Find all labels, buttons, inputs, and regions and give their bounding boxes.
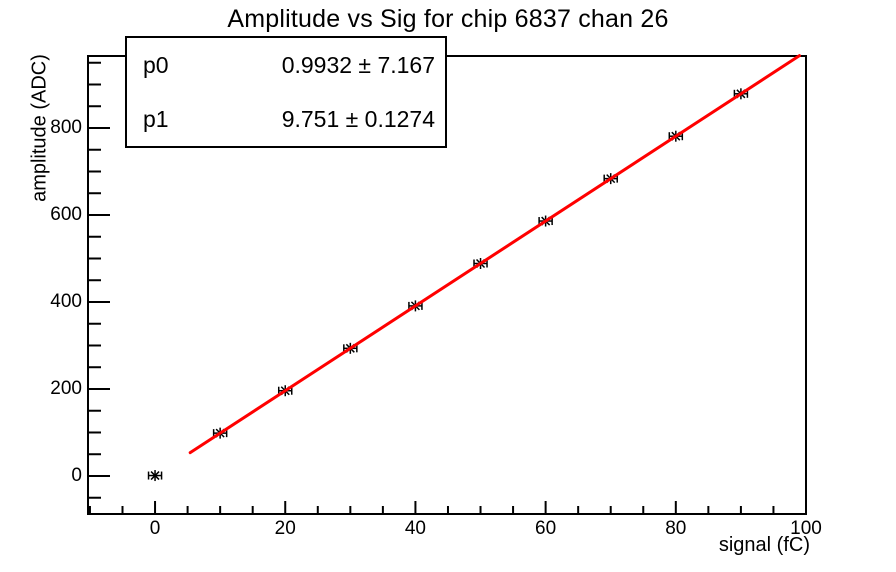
fit-parameter-value: 9.751 ± 0.1274 xyxy=(281,105,435,132)
y-tick-label: 600 xyxy=(50,203,82,225)
data-point xyxy=(147,470,163,482)
x-tick-label: 20 xyxy=(274,518,296,539)
y-tick-label: 0 xyxy=(71,464,82,486)
x-tick-label: 100 xyxy=(790,518,822,539)
x-tick-label: 40 xyxy=(404,518,426,539)
chart-title: Amplitude vs Sig for chip 6837 chan 26 xyxy=(227,5,669,33)
y-axis-title: amplitude (ADC) xyxy=(28,54,51,202)
y-tick-label: 200 xyxy=(50,377,82,399)
y-tick-label: 400 xyxy=(50,290,82,312)
x-axis-ticks xyxy=(88,501,807,514)
fit-line xyxy=(188,54,801,455)
x-axis-title: signal (fC) xyxy=(718,534,810,556)
fit-parameter-name: p0 xyxy=(143,51,169,78)
fit-parameter-value: 0.9932 ± 7.167 xyxy=(281,51,435,78)
marker-asterisk xyxy=(150,471,160,481)
fit-parameter-name: p1 xyxy=(143,105,169,132)
fit-stats-box: p0 0.9932 ± 7.167 p1 9.751 ± 0.1274 xyxy=(125,36,447,148)
fit-parameter-row: p1 9.751 ± 0.1274 xyxy=(127,92,445,146)
x-tick-label: 0 xyxy=(149,518,161,539)
fit-parameter-row: p0 0.9932 ± 7.167 xyxy=(127,38,445,92)
y-axis-ticks xyxy=(88,61,110,499)
y-tick-label: 800 xyxy=(50,116,82,138)
x-tick-label: 60 xyxy=(535,518,557,539)
x-tick-label: 80 xyxy=(665,518,687,539)
